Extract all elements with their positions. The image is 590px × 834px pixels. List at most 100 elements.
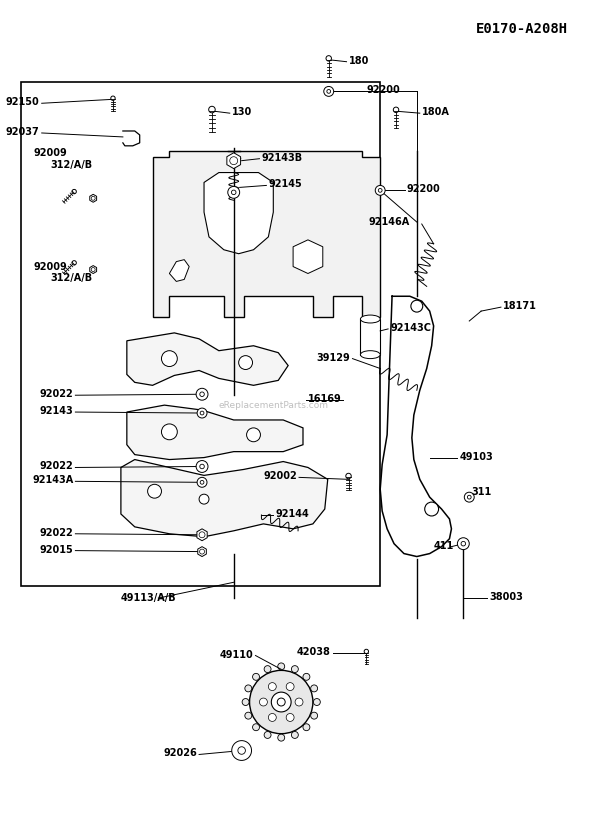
Circle shape: [245, 712, 252, 719]
Circle shape: [375, 185, 385, 195]
Text: 130: 130: [232, 108, 252, 118]
Text: 92015: 92015: [40, 545, 73, 555]
Circle shape: [242, 699, 249, 706]
Circle shape: [250, 671, 313, 734]
Circle shape: [268, 714, 276, 721]
Ellipse shape: [360, 315, 380, 323]
Circle shape: [295, 698, 303, 706]
Circle shape: [326, 56, 332, 61]
Circle shape: [327, 89, 330, 93]
Circle shape: [311, 685, 317, 692]
Circle shape: [264, 666, 271, 672]
Circle shape: [232, 741, 251, 761]
Text: 311: 311: [471, 487, 491, 497]
Circle shape: [378, 188, 382, 193]
Circle shape: [364, 650, 369, 654]
Text: 411: 411: [433, 540, 454, 550]
Text: 180A: 180A: [422, 108, 450, 118]
Circle shape: [467, 495, 471, 499]
Text: 92200: 92200: [366, 85, 400, 95]
Text: eReplacementParts.com: eReplacementParts.com: [218, 400, 328, 409]
Polygon shape: [90, 194, 97, 202]
Circle shape: [278, 663, 285, 670]
Text: 92143: 92143: [40, 406, 73, 416]
Text: 92022: 92022: [40, 528, 73, 538]
Text: 38003: 38003: [489, 592, 523, 602]
Ellipse shape: [360, 350, 380, 359]
Polygon shape: [197, 529, 207, 540]
Circle shape: [197, 408, 207, 418]
Circle shape: [230, 157, 238, 164]
Circle shape: [245, 685, 252, 692]
Text: 92022: 92022: [40, 389, 73, 399]
Circle shape: [200, 465, 204, 469]
Polygon shape: [169, 259, 189, 281]
Circle shape: [268, 683, 276, 691]
Circle shape: [199, 532, 205, 538]
Text: 42038: 42038: [297, 646, 331, 656]
Text: 92143B: 92143B: [261, 153, 303, 163]
Circle shape: [311, 712, 317, 719]
Circle shape: [162, 350, 178, 366]
Circle shape: [277, 698, 285, 706]
Circle shape: [271, 692, 291, 712]
Circle shape: [200, 411, 204, 415]
Polygon shape: [127, 333, 288, 385]
Text: 180: 180: [349, 56, 369, 66]
Circle shape: [286, 714, 294, 721]
Text: 49110: 49110: [219, 650, 254, 660]
Bar: [21, 82, 380, 586]
Text: 312/A/B: 312/A/B: [51, 274, 93, 284]
Polygon shape: [198, 546, 206, 556]
Circle shape: [313, 699, 320, 706]
Text: 92146A: 92146A: [369, 217, 410, 227]
Polygon shape: [204, 173, 273, 254]
Text: 49113/A/B: 49113/A/B: [121, 593, 176, 603]
Polygon shape: [293, 240, 323, 274]
Circle shape: [148, 485, 162, 498]
Circle shape: [253, 673, 260, 681]
Circle shape: [199, 495, 209, 504]
Circle shape: [231, 190, 236, 194]
Text: 92144: 92144: [276, 509, 309, 519]
Circle shape: [253, 724, 260, 731]
Circle shape: [209, 106, 215, 113]
Text: 92009: 92009: [34, 262, 68, 272]
Circle shape: [286, 683, 294, 691]
Text: 92143C: 92143C: [390, 323, 431, 333]
Text: 92002: 92002: [263, 471, 297, 481]
Text: 92143A: 92143A: [32, 475, 73, 485]
Circle shape: [264, 731, 271, 738]
Bar: [360, 319, 380, 354]
Text: 312/A/B: 312/A/B: [51, 159, 93, 169]
Circle shape: [425, 502, 438, 516]
Text: 49103: 49103: [460, 451, 493, 461]
Circle shape: [239, 355, 253, 369]
Polygon shape: [153, 151, 380, 317]
Text: E0170-A208H: E0170-A208H: [476, 23, 568, 36]
Polygon shape: [227, 153, 241, 168]
Polygon shape: [121, 460, 327, 537]
Circle shape: [200, 480, 204, 485]
Circle shape: [291, 731, 299, 738]
Polygon shape: [127, 405, 303, 460]
Circle shape: [278, 734, 285, 741]
Circle shape: [196, 460, 208, 472]
Text: 16169: 16169: [308, 394, 342, 404]
Circle shape: [72, 189, 76, 193]
Circle shape: [411, 300, 423, 312]
Circle shape: [394, 107, 399, 113]
Circle shape: [72, 261, 76, 265]
Circle shape: [457, 538, 469, 550]
Circle shape: [91, 196, 95, 200]
Text: 18171: 18171: [503, 301, 537, 311]
Circle shape: [247, 428, 260, 442]
Polygon shape: [90, 265, 97, 274]
Text: 92037: 92037: [6, 127, 40, 137]
Text: 92009: 92009: [34, 148, 68, 158]
Circle shape: [303, 673, 310, 681]
Circle shape: [303, 724, 310, 731]
Circle shape: [228, 187, 240, 198]
Circle shape: [464, 492, 474, 502]
Circle shape: [162, 424, 178, 440]
